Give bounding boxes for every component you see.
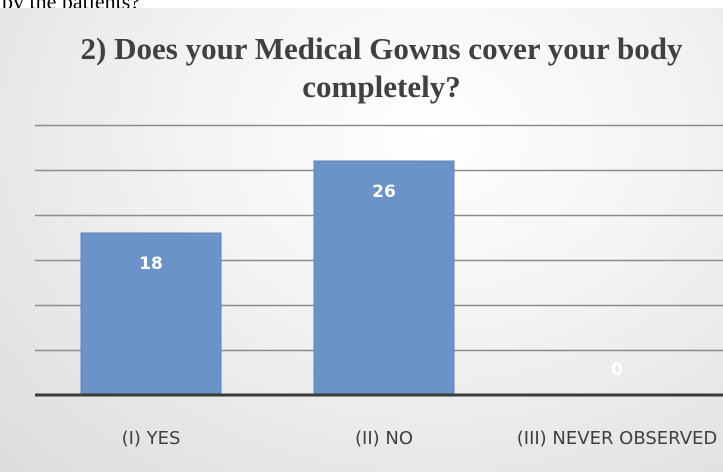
data-labels: 18 26 0 — [139, 182, 623, 380]
bars — [80, 160, 455, 396]
chart-title: 2) Does your Medical Gowns cover your bo… — [80, 31, 683, 104]
category-label: (II) NO — [355, 428, 413, 449]
bar — [313, 160, 455, 396]
category-label: (III) NEVER OBSERVED — [517, 428, 718, 449]
data-label: 0 — [611, 360, 623, 380]
previous-text: by the patients? — [2, 0, 140, 8]
category-labels: (I) YES (II) NO (III) NEVER OBSERVED — [122, 428, 718, 449]
bar — [80, 232, 222, 396]
previous-text-fragment: by the patients? — [0, 0, 723, 8]
data-label: 18 — [139, 254, 163, 274]
category-label: (I) YES — [122, 428, 181, 449]
data-label: 26 — [372, 182, 396, 202]
